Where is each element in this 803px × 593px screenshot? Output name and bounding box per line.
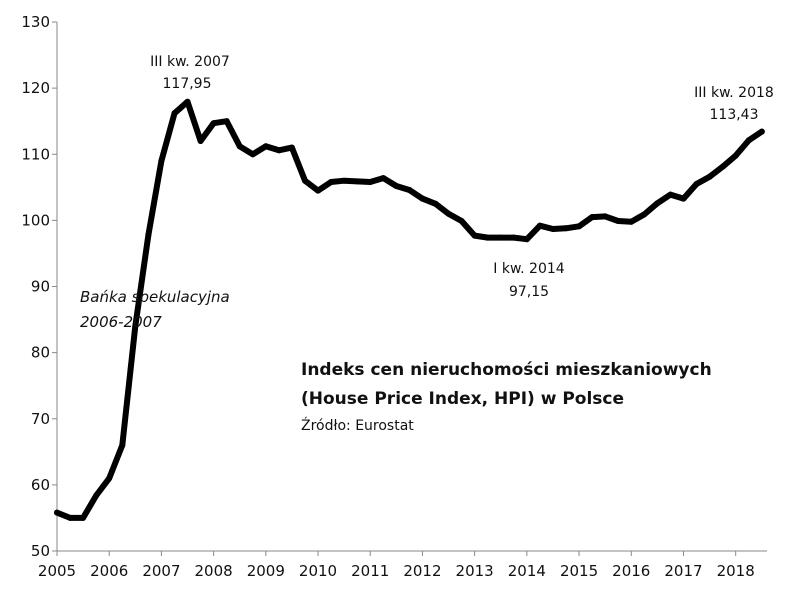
data-point (563, 225, 569, 232)
data-point (393, 183, 400, 189)
data-point (510, 234, 517, 241)
data-point (628, 218, 635, 225)
data-point (158, 157, 165, 164)
y-tick-label: 130 (21, 13, 50, 31)
data-point (341, 177, 348, 184)
chart-source: Źródło: Eurostat (301, 416, 414, 434)
data-point (432, 200, 439, 207)
y-tick-label: 110 (21, 145, 50, 163)
chart-title: Indeks cen nieruchomości mieszkaniowych (301, 360, 712, 380)
annotation-min-value: 97,15 (509, 284, 549, 300)
x-tick-label: 2017 (664, 562, 702, 580)
data-point (328, 179, 335, 185)
data-point (732, 152, 739, 159)
x-tick-label: 2009 (247, 562, 285, 580)
data-point (615, 218, 622, 224)
data-point (380, 175, 387, 182)
data-point (197, 138, 204, 144)
data-point (54, 509, 60, 516)
data-point (589, 214, 596, 221)
x-tick-label: 2008 (195, 562, 233, 580)
data-point (536, 222, 543, 229)
y-tick-label: 70 (31, 410, 50, 428)
y-tick-label: 50 (31, 542, 50, 560)
y-axis: 50 60 70 80 90 100 110 120 130 (21, 13, 58, 560)
x-tick-label: 2014 (508, 562, 546, 580)
annotation-min-label: I kw. 2014 (493, 261, 564, 277)
data-point (419, 195, 426, 202)
data-point (354, 178, 361, 185)
x-tick-label: 2006 (90, 562, 128, 580)
data-point (550, 226, 556, 232)
data-point (719, 163, 726, 170)
data-point (680, 195, 687, 202)
y-tick-label: 90 (31, 278, 50, 296)
data-point (106, 475, 113, 482)
data-point (471, 232, 478, 239)
y-tick-label: 60 (31, 476, 50, 494)
data-point (210, 120, 217, 127)
annotation-bubble-label: Bańka spekulacyjna (80, 288, 230, 306)
data-point (93, 492, 100, 499)
x-tick-label: 2005 (38, 562, 76, 580)
y-tick-label: 100 (21, 211, 50, 229)
annotation-bubble-years: 2006-2007 (80, 313, 162, 331)
data-point (184, 98, 191, 105)
data-point (302, 177, 308, 184)
data-point (367, 179, 374, 185)
data-point (67, 514, 74, 521)
data-point (132, 323, 139, 330)
data-point (249, 151, 256, 158)
data-point (745, 137, 752, 144)
data-points (54, 98, 765, 521)
x-tick-label: 2007 (142, 562, 180, 580)
x-tick-label: 2013 (456, 562, 494, 580)
data-point (497, 234, 504, 241)
data-point (171, 110, 178, 117)
data-point (262, 143, 269, 150)
data-point (654, 200, 661, 207)
data-point (288, 144, 295, 151)
data-point (706, 173, 713, 180)
x-tick-label: 2010 (299, 562, 337, 580)
annotation-peak-value: 117,95 (163, 76, 212, 92)
x-axis: 2005 2006 2007 2008 2009 2010 2011 2012 2013 2014… (38, 550, 767, 580)
y-tick-label: 120 (21, 79, 50, 97)
data-point (223, 118, 230, 125)
x-tick-label: 2015 (560, 562, 598, 580)
data-point (693, 181, 700, 187)
data-point (275, 147, 282, 154)
y-tick-label: 80 (31, 344, 50, 362)
data-point (119, 442, 126, 449)
data-point (458, 218, 465, 224)
data-point (315, 187, 321, 194)
data-point (667, 191, 674, 198)
data-point (523, 236, 530, 243)
series-line-hpi (54, 98, 765, 521)
data-point (758, 128, 765, 135)
data-point (406, 187, 413, 193)
data-point (145, 231, 152, 238)
data-point (445, 210, 452, 217)
x-tick-label: 2016 (612, 562, 650, 580)
annotation-peak-label: III kw. 2007 (150, 54, 230, 70)
data-point (602, 213, 609, 220)
annotation-end-value: 113,43 (710, 107, 759, 123)
data-point (236, 143, 243, 150)
data-point (80, 514, 87, 521)
chart-subtitle: (House Price Index, HPI) w Polsce (301, 389, 624, 409)
data-point (641, 211, 648, 218)
annotation-end-label: III kw. 2018 (694, 85, 774, 101)
data-point (576, 223, 583, 230)
x-tick-label: 2011 (351, 562, 389, 580)
data-point (484, 234, 491, 241)
x-tick-label: 2012 (403, 562, 441, 580)
x-tick-label: 2018 (717, 562, 755, 580)
